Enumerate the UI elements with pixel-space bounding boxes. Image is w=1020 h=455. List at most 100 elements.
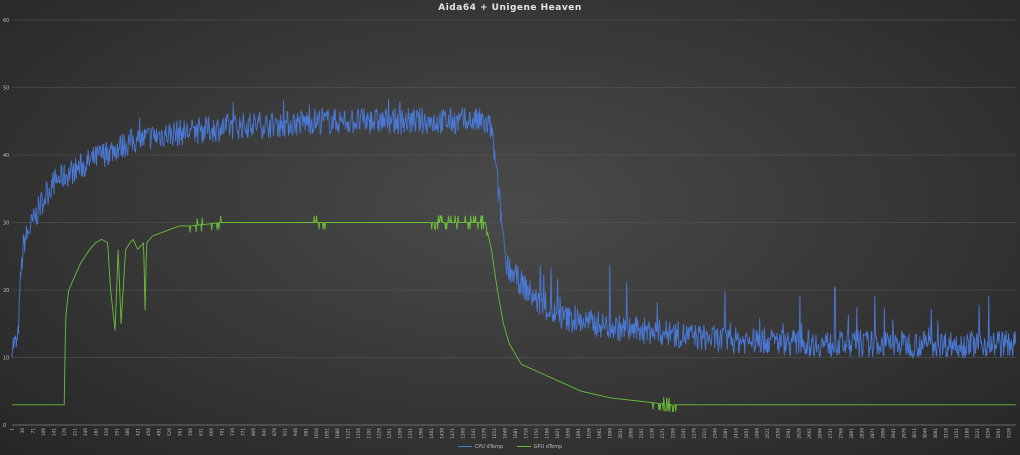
- legend-item-cpu: CPU dTemp: [457, 444, 504, 450]
- x-tick-label: 246: [83, 428, 88, 436]
- x-tick-label: 3221: [975, 428, 980, 439]
- x-tick-label: 2696: [817, 428, 822, 439]
- x-tick-label: 106: [41, 428, 46, 436]
- x-tick-label: 2451: [744, 428, 749, 439]
- x-tick-label: 736: [230, 428, 235, 436]
- x-tick-label: 876: [272, 428, 277, 436]
- x-tick-label: 1191: [366, 428, 371, 439]
- x-tick-label: 421: [135, 428, 140, 436]
- x-tick-label: 1296: [398, 428, 403, 439]
- x-tick-label: 701: [219, 428, 224, 436]
- series-line-cpu: [11, 98, 1017, 360]
- x-tick-label: 71: [30, 428, 35, 434]
- x-tick-label: 1051: [324, 428, 329, 439]
- chart-title: Aida64 + Unigene Heaven: [438, 3, 582, 13]
- x-tick-label: 1856: [566, 428, 571, 439]
- x-tick-label: 2801: [849, 428, 854, 439]
- x-tick-label: 1821: [555, 428, 560, 439]
- x-tick-label: 596: [188, 428, 193, 436]
- x-tick-label: 3326: [1006, 428, 1011, 439]
- x-tick-label: 3186: [964, 428, 969, 439]
- x-tick-label: 1401: [429, 428, 434, 439]
- series-line-gpu: [12, 215, 1016, 412]
- x-tick-label: 3011: [912, 428, 917, 439]
- x-tick-label: 281: [93, 428, 98, 436]
- x-tick-label: 2906: [880, 428, 885, 439]
- x-tick-label: 2066: [629, 428, 634, 439]
- x-tick-label: 2136: [650, 428, 655, 439]
- x-tick-label: 1086: [335, 428, 340, 439]
- x-tick-label: 1716: [524, 428, 529, 439]
- x-tick-label: 2486: [754, 428, 759, 439]
- x-tick-label: 456: [146, 428, 151, 436]
- x-tick-label: 946: [293, 428, 298, 436]
- x-tick-label: 1226: [377, 428, 382, 439]
- x-tick-label: 911: [282, 428, 287, 436]
- x-tick-label: 2346: [713, 428, 718, 439]
- x-tick-label: 771: [240, 428, 245, 436]
- x-tick-label: 1: [10, 428, 15, 431]
- x-tick-label: 841: [261, 428, 266, 436]
- legend-label-gpu: GPU dTemp: [533, 444, 563, 450]
- x-tick-label: 1646: [503, 428, 508, 439]
- x-tick-label: 2171: [660, 428, 665, 439]
- x-tick-label: 2556: [775, 428, 780, 439]
- x-tick-label: 1331: [408, 428, 413, 439]
- legend-swatch-gpu: [516, 446, 531, 447]
- x-tick-label: 1961: [597, 428, 602, 439]
- x-tick-label: 1751: [534, 428, 539, 439]
- chart-legend: CPU dTemp GPU dTemp: [0, 444, 1020, 450]
- x-tick-label: 981: [303, 428, 308, 436]
- x-tick-label: 3116: [943, 428, 948, 439]
- x-tick-label: 806: [251, 428, 256, 436]
- x-tick-label: 2661: [807, 428, 812, 439]
- x-tick-label: 2836: [859, 428, 864, 439]
- x-tick-label: 2101: [639, 428, 644, 439]
- x-tick-label: 1436: [440, 428, 445, 439]
- y-tick-label: 50: [3, 86, 9, 92]
- x-tick-label: 2976: [901, 428, 906, 439]
- x-tick-label: 386: [125, 428, 130, 436]
- x-tick-label: 666: [209, 428, 214, 436]
- y-tick-label: 10: [3, 356, 9, 362]
- x-tick-label: 2591: [786, 428, 791, 439]
- y-tick-label: 0: [3, 423, 6, 429]
- y-tick-label: 60: [3, 18, 9, 24]
- legend-label-cpu: CPU dTemp: [474, 444, 504, 450]
- x-tick-label: 1471: [450, 428, 455, 439]
- x-tick-label: 1576: [482, 428, 487, 439]
- x-tick-label: 3291: [996, 428, 1001, 439]
- x-tick-label: 211: [72, 428, 77, 436]
- x-tick-label: 2311: [702, 428, 707, 439]
- x-tick-label: 526: [167, 428, 172, 436]
- x-tick-label: 351: [114, 428, 119, 436]
- x-tick-label: 1261: [387, 428, 392, 439]
- x-tick-label: 2206: [671, 428, 676, 439]
- x-tick-label: 2241: [681, 428, 686, 439]
- x-tick-label: 1681: [513, 428, 518, 439]
- legend-item-gpu: GPU dTemp: [516, 444, 563, 450]
- x-tick-label: 1926: [587, 428, 592, 439]
- x-tick-label: 3151: [954, 428, 959, 439]
- x-tick-label: 2766: [838, 428, 843, 439]
- x-tick-label: 316: [104, 428, 109, 436]
- y-tick-label: 20: [3, 288, 9, 294]
- x-tick-label: 2381: [723, 428, 728, 439]
- legend-swatch-cpu: [457, 446, 472, 447]
- x-tick-label: 1996: [608, 428, 613, 439]
- x-tick-label: 36: [20, 428, 25, 434]
- x-tick-label: 2031: [618, 428, 623, 439]
- x-tick-label: 141: [51, 428, 56, 436]
- x-tick-label: 1611: [492, 428, 497, 439]
- x-tick-label: 3046: [922, 428, 927, 439]
- x-tick-label: 1121: [345, 428, 350, 439]
- x-tick-label: 631: [198, 428, 203, 436]
- x-tick-label: 1541: [471, 428, 476, 439]
- x-tick-label: 2871: [870, 428, 875, 439]
- x-tick-label: 2276: [692, 428, 697, 439]
- x-tick-label: 1156: [356, 428, 361, 439]
- x-tick-label: 1016: [314, 428, 319, 439]
- x-tick-label: 561: [177, 428, 182, 436]
